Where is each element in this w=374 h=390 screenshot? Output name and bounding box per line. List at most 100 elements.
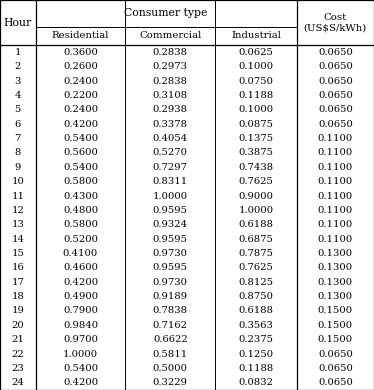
- Text: 11: 11: [11, 191, 24, 200]
- Text: 15: 15: [11, 249, 24, 258]
- Text: 1.0000: 1.0000: [238, 206, 273, 215]
- Text: 0.0625: 0.0625: [239, 48, 273, 57]
- Text: 0.8311: 0.8311: [153, 177, 188, 186]
- Text: 0.5000: 0.5000: [153, 364, 188, 373]
- Text: 0.0650: 0.0650: [318, 105, 353, 114]
- Text: 0.4800: 0.4800: [63, 206, 98, 215]
- Text: 0.0750: 0.0750: [239, 77, 273, 86]
- Text: 22: 22: [11, 349, 24, 358]
- Text: 0.2200: 0.2200: [63, 91, 98, 100]
- Text: 16: 16: [11, 263, 24, 272]
- Text: 0.1500: 0.1500: [318, 335, 353, 344]
- Text: 0.1100: 0.1100: [318, 206, 353, 215]
- Text: 0.9595: 0.9595: [153, 263, 188, 272]
- Text: Hour: Hour: [4, 18, 32, 28]
- Text: 24: 24: [11, 378, 24, 387]
- Text: 0.1188: 0.1188: [238, 91, 273, 100]
- Text: 0.5800: 0.5800: [63, 220, 98, 229]
- Text: 0.1100: 0.1100: [318, 177, 353, 186]
- Text: 0.0650: 0.0650: [318, 364, 353, 373]
- Text: 0.5400: 0.5400: [63, 134, 98, 143]
- Text: 0.4200: 0.4200: [63, 378, 98, 387]
- Text: 0.9324: 0.9324: [153, 220, 188, 229]
- Text: 0.0650: 0.0650: [318, 62, 353, 71]
- Text: 0.1500: 0.1500: [318, 321, 353, 330]
- Text: 0.7297: 0.7297: [153, 163, 188, 172]
- Text: 0.1100: 0.1100: [318, 191, 353, 200]
- Text: 0.0650: 0.0650: [318, 120, 353, 129]
- Text: 0.7625: 0.7625: [239, 263, 273, 272]
- Text: 0.5400: 0.5400: [63, 364, 98, 373]
- Text: 20: 20: [11, 321, 24, 330]
- Text: 4: 4: [15, 91, 21, 100]
- Text: 19: 19: [11, 307, 24, 316]
- Text: 2: 2: [15, 62, 21, 71]
- Text: 0.3229: 0.3229: [153, 378, 188, 387]
- Text: 0.1100: 0.1100: [318, 134, 353, 143]
- Text: 0.0875: 0.0875: [239, 120, 273, 129]
- Text: 0.5200: 0.5200: [63, 235, 98, 244]
- Text: 0.7900: 0.7900: [63, 307, 98, 316]
- Text: 0.7162: 0.7162: [153, 321, 188, 330]
- Text: Residential: Residential: [52, 31, 109, 41]
- Text: 0.3875: 0.3875: [239, 149, 273, 158]
- Text: 0.0650: 0.0650: [318, 378, 353, 387]
- Text: 0.1000: 0.1000: [238, 105, 273, 114]
- Text: 0.4300: 0.4300: [63, 191, 98, 200]
- Text: 17: 17: [11, 278, 24, 287]
- Text: 9: 9: [15, 163, 21, 172]
- Text: 8: 8: [15, 149, 21, 158]
- Text: 0.2838: 0.2838: [153, 77, 188, 86]
- Text: 0.5811: 0.5811: [153, 349, 188, 358]
- Text: 23: 23: [11, 364, 24, 373]
- Text: 0.6622: 0.6622: [153, 335, 188, 344]
- Text: 0.2400: 0.2400: [63, 77, 98, 86]
- Text: Consumer type: Consumer type: [125, 8, 208, 18]
- Text: 0.0650: 0.0650: [318, 91, 353, 100]
- Text: 0.2600: 0.2600: [63, 62, 98, 71]
- Text: 0.9840: 0.9840: [63, 321, 98, 330]
- Text: 0.1000: 0.1000: [238, 62, 273, 71]
- Text: 0.0832: 0.0832: [239, 378, 273, 387]
- Text: 0.2973: 0.2973: [153, 62, 188, 71]
- Text: 0.0650: 0.0650: [318, 48, 353, 57]
- Text: 0.6188: 0.6188: [239, 307, 273, 316]
- Text: 12: 12: [11, 206, 24, 215]
- Text: 7: 7: [15, 134, 21, 143]
- Text: 0.4200: 0.4200: [63, 278, 98, 287]
- Text: 0.8125: 0.8125: [238, 278, 273, 287]
- Text: 0.0650: 0.0650: [318, 77, 353, 86]
- Text: 10: 10: [11, 177, 24, 186]
- Text: 0.1100: 0.1100: [318, 220, 353, 229]
- Text: 0.3600: 0.3600: [63, 48, 98, 57]
- Text: 0.5400: 0.5400: [63, 163, 98, 172]
- Text: 0.4200: 0.4200: [63, 120, 98, 129]
- Text: 0.0650: 0.0650: [318, 349, 353, 358]
- Text: 0.5800: 0.5800: [63, 177, 98, 186]
- Text: 0.6188: 0.6188: [239, 220, 273, 229]
- Text: 0.9730: 0.9730: [153, 278, 188, 287]
- Text: 21: 21: [11, 335, 24, 344]
- Text: 1.0000: 1.0000: [153, 191, 188, 200]
- Text: 0.7438: 0.7438: [238, 163, 273, 172]
- Text: 0.3378: 0.3378: [153, 120, 188, 129]
- Text: 14: 14: [11, 235, 24, 244]
- Text: 0.4900: 0.4900: [63, 292, 98, 301]
- Text: 0.2838: 0.2838: [153, 48, 188, 57]
- Text: 0.9000: 0.9000: [239, 191, 273, 200]
- Text: 0.1300: 0.1300: [318, 278, 353, 287]
- Text: 0.9595: 0.9595: [153, 206, 188, 215]
- Text: 0.3563: 0.3563: [239, 321, 273, 330]
- Text: 1.0000: 1.0000: [63, 349, 98, 358]
- Text: 0.2375: 0.2375: [239, 335, 273, 344]
- Text: 0.1300: 0.1300: [318, 263, 353, 272]
- Text: 0.1300: 0.1300: [318, 249, 353, 258]
- Text: Commercial: Commercial: [139, 31, 202, 41]
- Text: 0.9730: 0.9730: [153, 249, 188, 258]
- Text: 0.1375: 0.1375: [238, 134, 273, 143]
- Text: 0.1500: 0.1500: [318, 307, 353, 316]
- Text: 0.9595: 0.9595: [153, 235, 188, 244]
- Text: Industrial: Industrial: [231, 31, 281, 41]
- Text: 18: 18: [11, 292, 24, 301]
- Text: 0.4600: 0.4600: [63, 263, 98, 272]
